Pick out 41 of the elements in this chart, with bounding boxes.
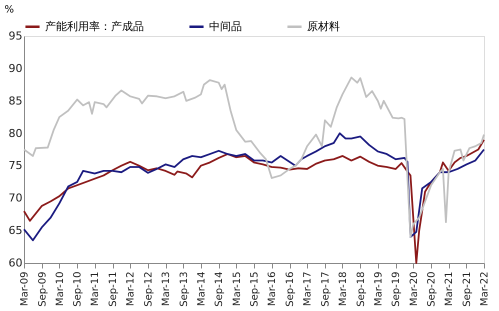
x-tick-label: Mar-13 bbox=[161, 272, 172, 306]
x-tick-label: Sep-20 bbox=[426, 272, 438, 307]
y-tick-label: 65 bbox=[8, 224, 22, 238]
y-tick-label: 80 bbox=[8, 126, 22, 140]
x-tick-label: Sep-11 bbox=[108, 272, 120, 307]
y-tick-label: 60 bbox=[8, 256, 22, 270]
x-tick-label: Sep-15 bbox=[250, 272, 261, 307]
y-axis-title: % bbox=[4, 4, 14, 16]
y-tick-label: 85 bbox=[8, 94, 22, 108]
x-tick-label: Sep-12 bbox=[144, 272, 155, 307]
x-tick-label: Mar-17 bbox=[302, 272, 314, 306]
line-series bbox=[23, 132, 485, 242]
x-tick-label: Mar-09 bbox=[20, 272, 30, 306]
x-tick-label: Sep-19 bbox=[391, 272, 402, 307]
legend-label: 原材料 bbox=[307, 20, 340, 33]
x-tick-label: Mar-14 bbox=[196, 272, 208, 306]
x-tick-label: Mar-20 bbox=[408, 272, 420, 306]
x-tick-label: Mar-15 bbox=[232, 272, 243, 306]
x-tick-label: Mar-11 bbox=[90, 272, 102, 306]
x-tick-label: Sep-18 bbox=[356, 272, 367, 307]
x-tick-label: Mar-10 bbox=[54, 272, 66, 306]
x-tick-label: Sep-09 bbox=[37, 272, 48, 307]
x-tick-label: Mar-12 bbox=[126, 272, 137, 306]
x-tick-label: Mar-19 bbox=[373, 272, 384, 306]
x-tick-label: Sep-10 bbox=[72, 272, 84, 307]
x-tick-label: Sep-21 bbox=[462, 272, 473, 307]
legend-label: 产能利用率：产成品 bbox=[45, 20, 144, 33]
x-tick-label: Sep-13 bbox=[178, 272, 190, 307]
x-tick-label: Mar-18 bbox=[338, 272, 349, 306]
line-series bbox=[23, 76, 485, 238]
legend-label: 中间品 bbox=[209, 20, 242, 33]
x-tick-label: Mar-21 bbox=[444, 272, 456, 306]
y-tick-label: 90 bbox=[8, 62, 22, 75]
y-tick-label: 75 bbox=[8, 159, 22, 172]
x-tick-label: Sep-16 bbox=[285, 272, 296, 307]
y-tick-label: 70 bbox=[8, 192, 22, 205]
y-tick-label: 95 bbox=[8, 30, 22, 42]
x-tick-label: Sep-17 bbox=[320, 272, 332, 307]
x-tick-label: Mar-22 bbox=[480, 272, 490, 306]
x-tick-label: Mar-16 bbox=[267, 272, 278, 306]
x-tick-label: Sep-14 bbox=[214, 272, 226, 307]
